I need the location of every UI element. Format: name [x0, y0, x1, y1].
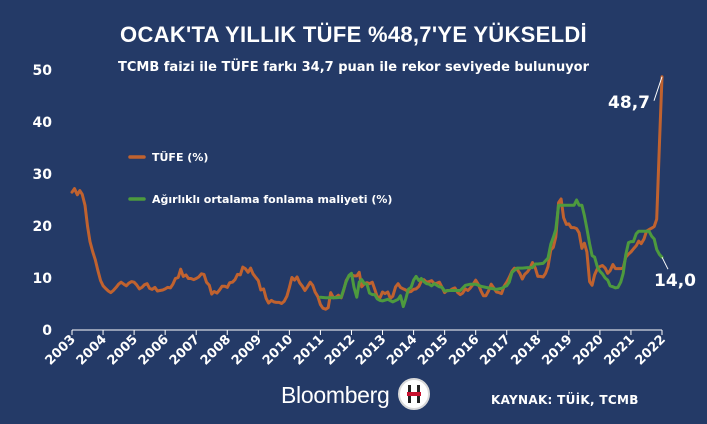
x-tick-label: 2016: [446, 332, 482, 368]
x-tick-label: 2021: [602, 332, 638, 368]
legend-label: Ağırlıklı ortalama fonlama maliyeti (%): [152, 193, 392, 206]
bloomberg-logo: Bloomberg: [281, 382, 390, 408]
y-tick-label: 20: [33, 219, 53, 235]
x-tick-label: 2006: [136, 332, 172, 368]
fonlama-series-line: [318, 198, 664, 309]
x-tick-label: 2005: [105, 332, 141, 368]
y-tick-label: 0: [42, 323, 52, 339]
ht-logo-icon: [398, 378, 430, 410]
x-tick-label: 2018: [508, 332, 544, 368]
x-tick-label: 2009: [229, 332, 265, 368]
x-tick-label: 2013: [353, 332, 389, 368]
annotations: 48,7 14,0: [608, 76, 696, 291]
y-axis-ticks: 0 10 20 30 40 50: [33, 63, 53, 339]
x-axis-ticks: 2003200420052006200720082009201020112012…: [43, 330, 669, 368]
y-tick-label: 10: [33, 271, 53, 287]
chart-title: OCAK'TA YILLIK TÜFE %48,7'YE YÜKSELDİ: [120, 22, 587, 47]
chart-subtitle: TCMB faizi ile TÜFE farkı 34,7 puan ile …: [117, 60, 590, 75]
x-tick-label: 2020: [571, 332, 607, 368]
series-layer: [70, 75, 664, 311]
x-tick-label: 2012: [322, 332, 358, 368]
y-tick-label: 50: [33, 63, 53, 79]
x-tick-label: 2007: [167, 332, 203, 368]
x-tick-label: 2011: [291, 332, 327, 368]
source-label: KAYNAK: TÜİK, TCMB: [491, 393, 639, 407]
annotation-leader: [653, 76, 663, 101]
legend: TÜFE (%) Ağırlıklı ortalama fonlama maliy…: [128, 150, 392, 206]
x-tick-label: 2017: [477, 332, 513, 368]
x-tick-label: 2010: [260, 332, 296, 368]
legend-label: TÜFE (%): [152, 150, 208, 164]
annotation-tufe-value: 48,7: [608, 93, 650, 113]
x-tick-label: 2015: [415, 332, 451, 368]
annotation-leader: [661, 256, 669, 270]
x-tick-label: 2022: [633, 332, 669, 368]
x-tick-label: 2014: [384, 332, 420, 368]
y-tick-label: 30: [33, 167, 53, 183]
x-tick-label: 2008: [198, 332, 234, 368]
x-tick-label: 2004: [74, 332, 110, 368]
x-tick-label: 2019: [539, 332, 575, 368]
y-tick-label: 40: [33, 115, 53, 131]
annotation-fonlama-value: 14,0: [654, 271, 696, 291]
